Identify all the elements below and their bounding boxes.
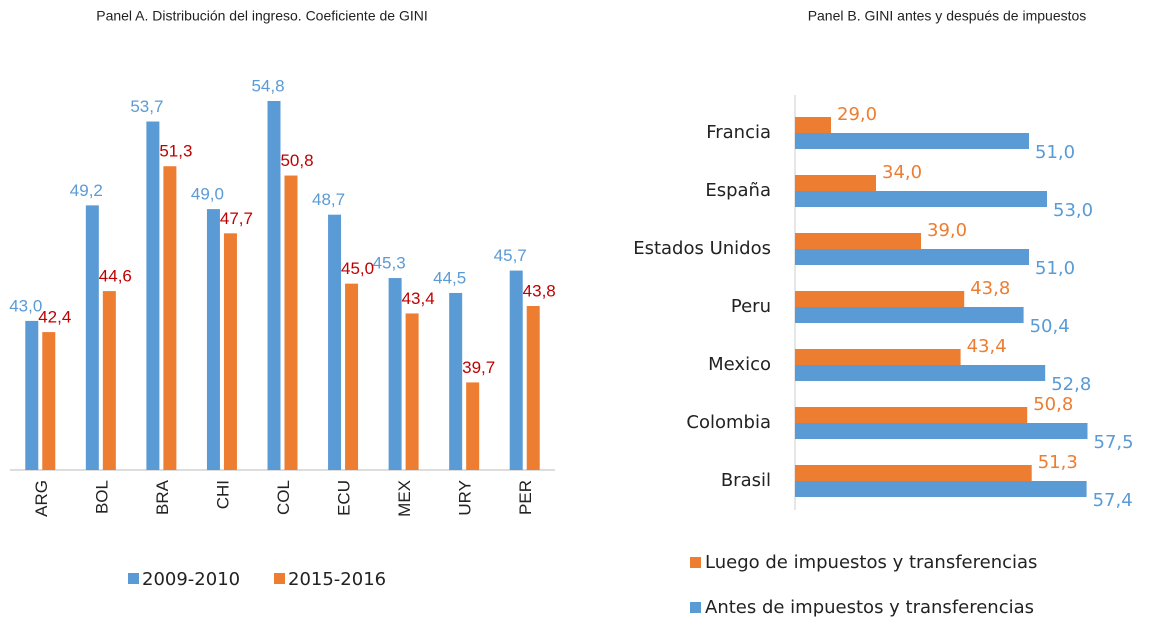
bar <box>206 209 220 470</box>
value-label: 34,0 <box>882 162 922 183</box>
value-label: 51,3 <box>1038 452 1078 473</box>
bar <box>163 166 177 470</box>
value-label: 44,5 <box>433 268 466 287</box>
value-label: 49,0 <box>191 185 224 204</box>
bar <box>146 121 160 470</box>
legend-swatch <box>128 573 139 584</box>
x-tick-label: URY <box>456 480 475 516</box>
chart-title: Panel A. Distribución del ingreso. Coefi… <box>96 8 428 24</box>
value-label: 44,6 <box>99 267 132 286</box>
y-tick-label: Mexico <box>708 354 771 375</box>
value-label: 43,0 <box>9 296 42 315</box>
x-tick-label: CHI <box>213 480 232 509</box>
bar <box>284 175 298 470</box>
bar <box>223 233 237 470</box>
y-tick-label: Colombia <box>686 412 771 433</box>
legend-swatch <box>690 602 701 613</box>
value-label: 47,7 <box>220 209 253 228</box>
bar <box>509 270 523 470</box>
bar <box>795 191 1047 207</box>
bar <box>795 175 876 191</box>
value-label: 57,4 <box>1093 490 1133 511</box>
bar <box>795 249 1029 265</box>
value-label: 53,0 <box>1053 200 1093 221</box>
legend-swatch <box>690 557 701 568</box>
value-label: 39,7 <box>462 358 495 377</box>
bar <box>42 332 56 470</box>
bar <box>795 407 1028 423</box>
x-tick-label: PER <box>516 480 535 515</box>
value-label: 42,4 <box>38 308 71 327</box>
bar <box>795 133 1029 149</box>
value-label: 43,8 <box>523 281 556 300</box>
bar <box>267 101 281 470</box>
value-label: 51,0 <box>1035 142 1075 163</box>
bar <box>795 117 831 133</box>
bar <box>795 423 1088 439</box>
value-label: 29,0 <box>837 104 877 125</box>
x-tick-label: BRA <box>153 479 172 515</box>
y-tick-label: Estados Unidos <box>633 238 771 259</box>
bar <box>388 278 402 470</box>
bar <box>795 307 1024 323</box>
value-label: 43,8 <box>970 278 1010 299</box>
value-label: 52,8 <box>1051 374 1091 395</box>
bar <box>795 465 1032 481</box>
bar <box>328 214 342 470</box>
y-tick-label: España <box>705 180 771 201</box>
legend-label: Antes de impuestos y transferencias <box>705 597 1034 618</box>
x-tick-label: BOL <box>92 480 111 514</box>
bar <box>466 382 480 470</box>
bar <box>795 481 1087 497</box>
x-tick-label: ARG <box>32 480 51 517</box>
value-label: 57,5 <box>1094 432 1134 453</box>
value-label: 48,7 <box>312 190 345 209</box>
value-label: 45,0 <box>341 259 374 278</box>
x-tick-label: ECU <box>335 480 354 516</box>
bar <box>526 306 540 470</box>
bar <box>795 291 965 307</box>
legend-label: 2015-2016 <box>288 569 386 590</box>
x-tick-label: MEX <box>395 480 414 517</box>
value-label: 45,7 <box>494 246 527 265</box>
value-label: 50,8 <box>280 151 313 170</box>
value-label: 45,3 <box>373 254 406 273</box>
y-tick-label: Brasil <box>721 470 771 491</box>
chart-title: Panel B. GINI antes y después de impuest… <box>808 8 1087 24</box>
bar <box>102 291 116 470</box>
value-label: 51,3 <box>159 142 192 161</box>
x-tick-label: COL <box>274 480 293 515</box>
value-label: 51,0 <box>1035 258 1075 279</box>
value-label: 53,7 <box>130 97 163 116</box>
value-label: 50,4 <box>1030 316 1070 337</box>
bar <box>405 313 419 470</box>
bar <box>449 292 463 470</box>
bar <box>795 349 961 365</box>
value-label: 43,4 <box>967 336 1007 357</box>
value-label: 43,4 <box>402 289 435 308</box>
value-label: 39,0 <box>927 220 967 241</box>
value-label: 54,8 <box>251 76 284 95</box>
value-label: 49,2 <box>70 181 103 200</box>
y-tick-label: Peru <box>731 296 771 317</box>
bar <box>85 205 99 470</box>
value-label: 50,8 <box>1033 394 1073 415</box>
y-tick-label: Francia <box>706 122 771 143</box>
legend-label: Luego de impuestos y transferencias <box>705 552 1037 573</box>
bar <box>795 233 921 249</box>
legend-swatch <box>274 573 285 584</box>
bar <box>25 320 39 470</box>
legend-label: 2009-2010 <box>142 569 240 590</box>
bar <box>795 365 1046 381</box>
bar <box>345 283 359 470</box>
